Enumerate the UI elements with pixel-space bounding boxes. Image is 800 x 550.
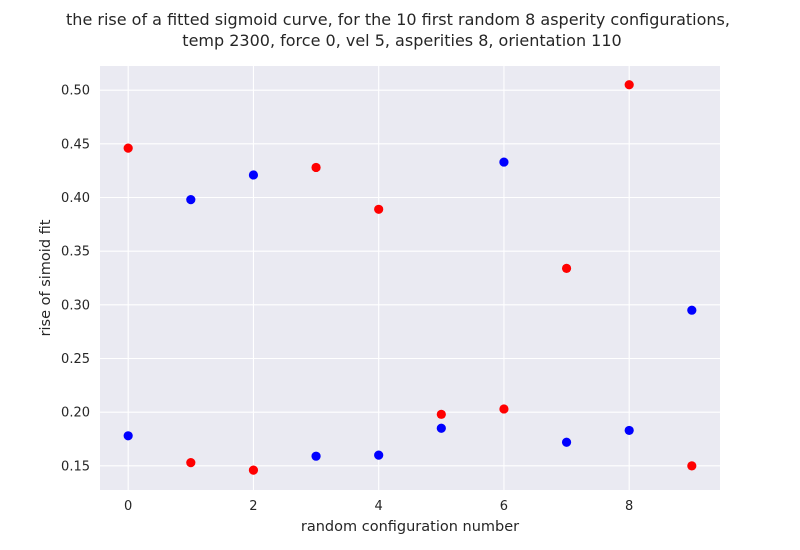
data-point-series-2 <box>561 437 572 447</box>
tick-labels: 0 2 4 6 8 0.15 0.20 0.25 0.30 0.35 0.40 0.45 0.50 <box>61 84 633 514</box>
y-tick-label: 0.25 <box>61 352 90 367</box>
x-tick-label: 6 <box>500 499 508 514</box>
data-point-series-1 <box>687 461 697 471</box>
data-point-series-1 <box>499 404 509 414</box>
y-tick-label: 0.50 <box>61 84 90 99</box>
data-point-series-2 <box>123 431 133 441</box>
y-tick-label: 0.45 <box>61 137 90 152</box>
y-tick-label: 0.40 <box>61 191 90 206</box>
data-point-series-2 <box>499 157 509 167</box>
data-point-series-1 <box>248 465 259 475</box>
y-axis-label: rise of simoid fit <box>38 219 54 336</box>
x-tick-label: 4 <box>375 499 383 514</box>
x-tick-label: 8 <box>625 499 633 514</box>
y-tick-label: 0.20 <box>61 406 90 421</box>
chart-title-line-2: temp 2300, force 0, vel 5, asperities 8,… <box>182 31 621 50</box>
data-point-series-1 <box>186 458 196 468</box>
data-point-series-2 <box>311 451 321 461</box>
data-point-series-1 <box>311 162 321 173</box>
data-point-series-2 <box>248 170 259 180</box>
plot-area <box>100 66 720 490</box>
x-tick-label: 2 <box>249 499 257 514</box>
y-tick-label: 0.35 <box>61 245 90 260</box>
data-point-series-1 <box>374 204 384 214</box>
data-point-series-1 <box>123 143 133 153</box>
data-point-series-2 <box>624 425 634 436</box>
x-tick-label: 0 <box>124 499 132 514</box>
y-tick-label: 0.30 <box>61 298 90 313</box>
data-points <box>123 80 697 475</box>
y-tick-label: 0.15 <box>61 459 90 474</box>
data-point-series-1 <box>561 263 572 273</box>
data-point-series-2 <box>436 423 446 433</box>
x-axis-label: random configuration number <box>301 519 519 535</box>
data-point-series-1 <box>436 409 446 419</box>
data-point-series-2 <box>687 305 697 315</box>
data-point-series-1 <box>624 80 634 90</box>
data-point-series-2 <box>374 450 384 460</box>
grid-lines <box>100 66 720 490</box>
data-point-series-2 <box>186 195 196 205</box>
chart-title-line-1: the rise of a fitted sigmoid curve, for … <box>66 10 730 29</box>
